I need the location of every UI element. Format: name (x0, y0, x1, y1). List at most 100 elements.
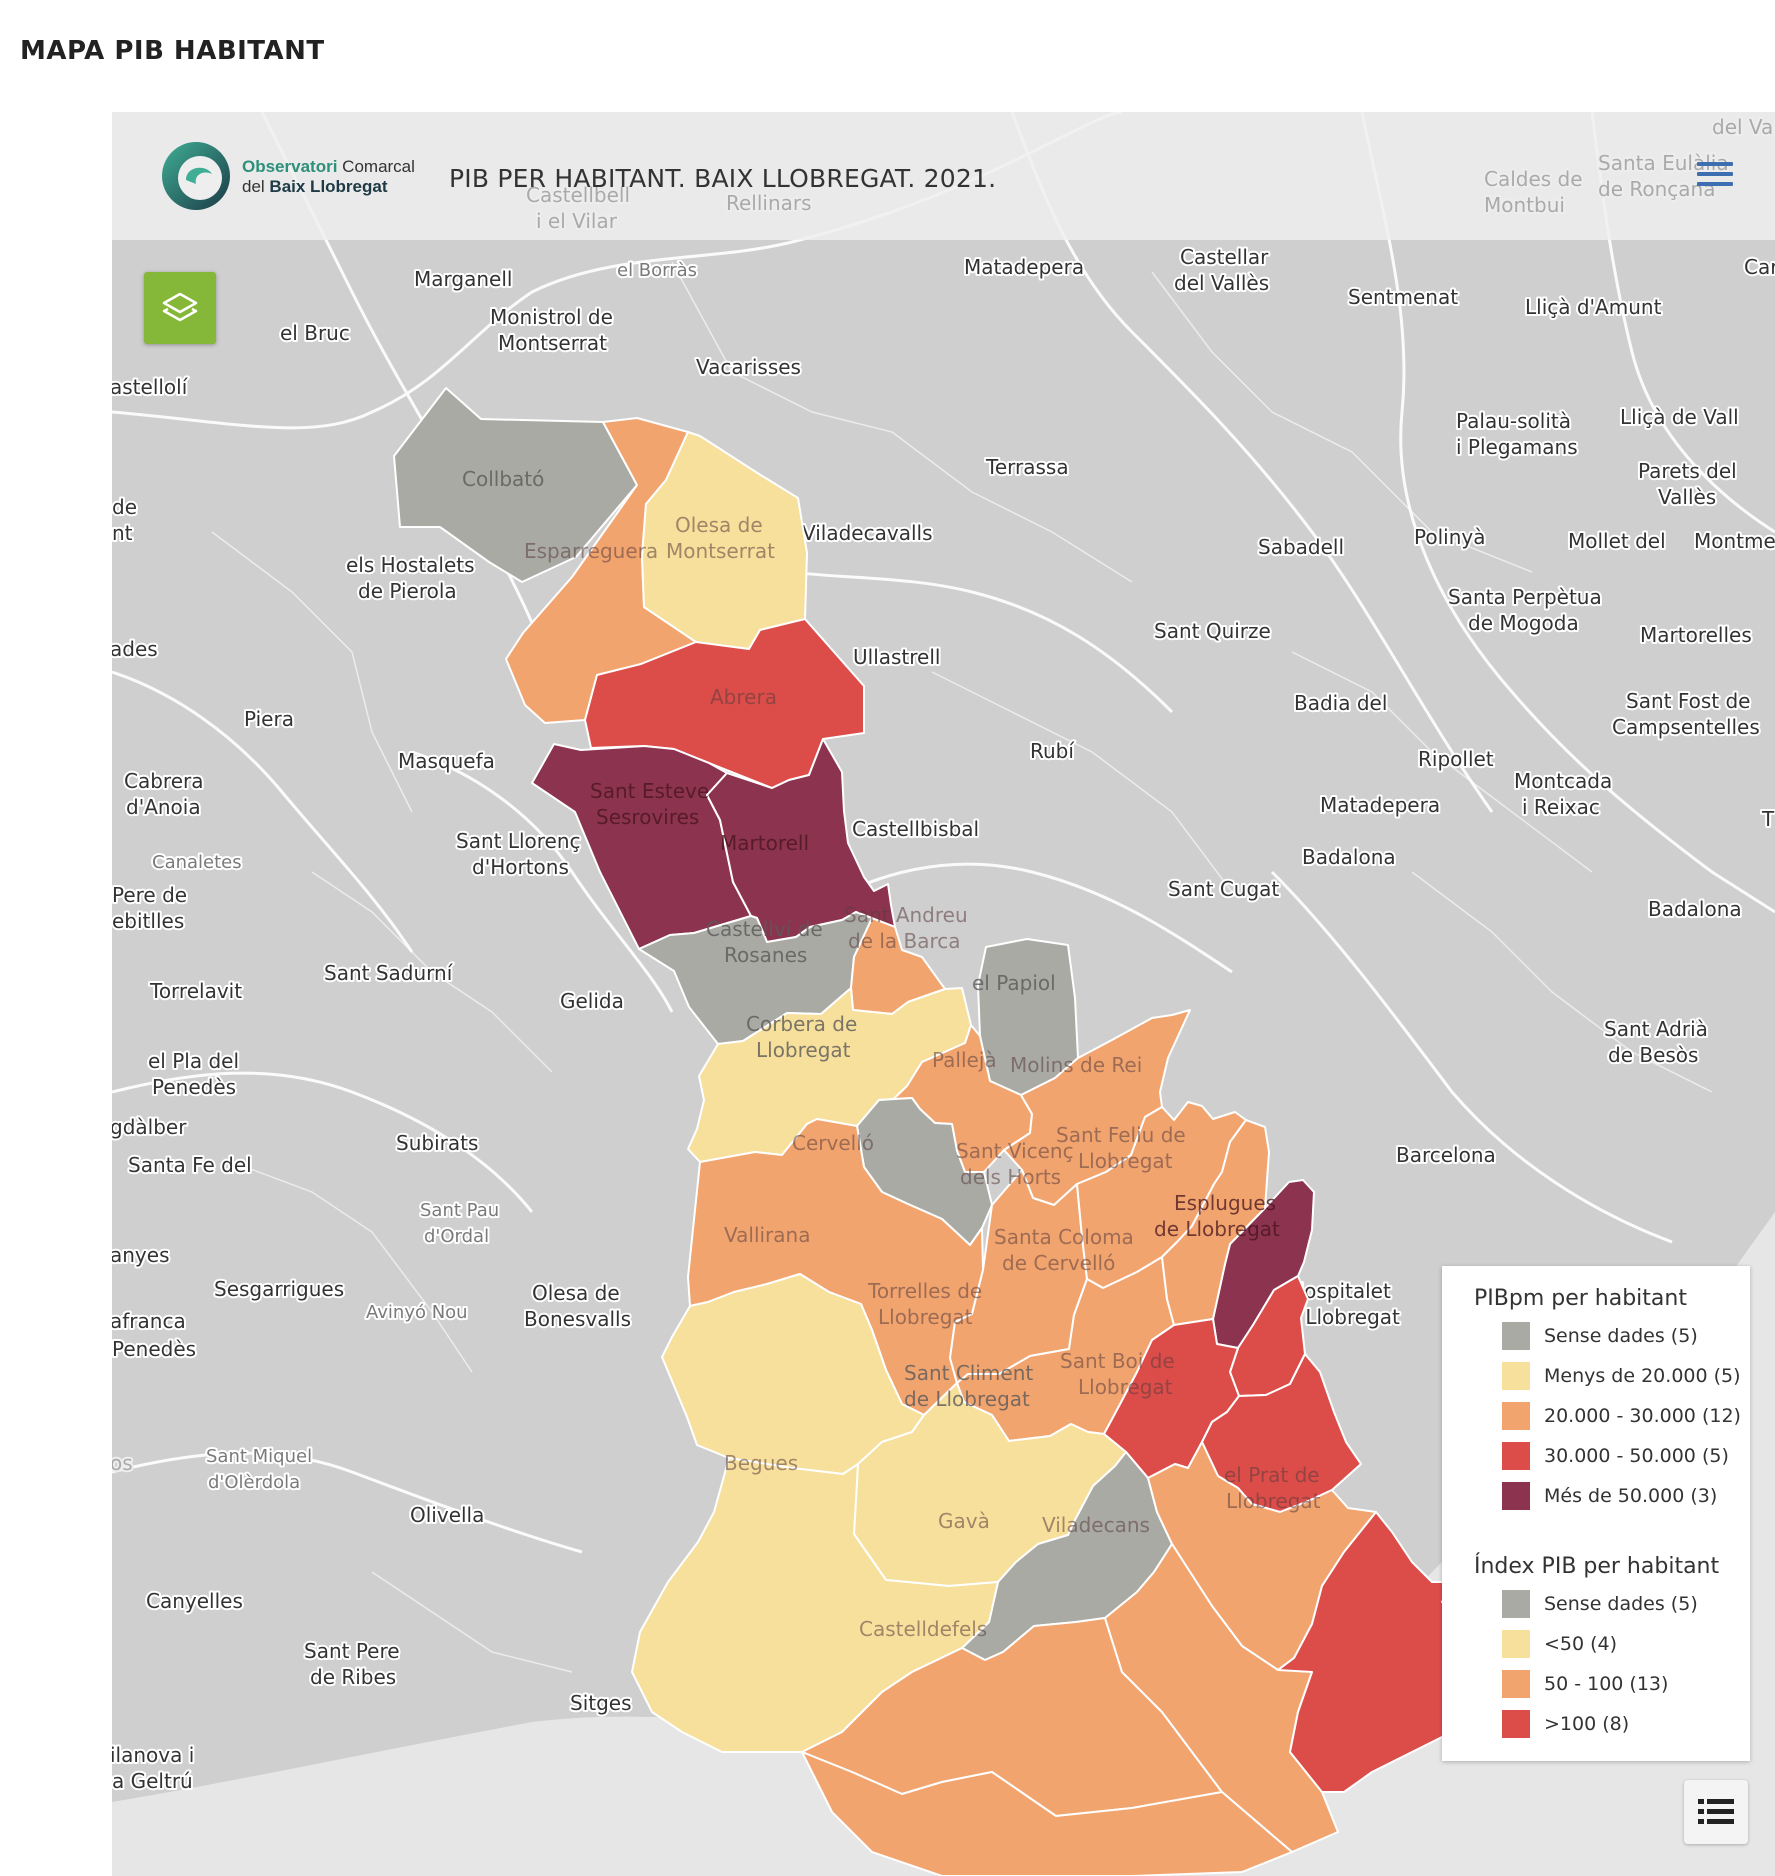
place-label: gdàlber (112, 1115, 187, 1139)
muni-label: Corbera de (746, 1012, 857, 1036)
list-view-button[interactable] (1684, 1780, 1748, 1844)
muni-label: Santa Coloma (994, 1225, 1134, 1249)
place-label: Badalona (1648, 897, 1742, 921)
list-icon (1698, 1799, 1734, 1824)
place-label: Montcada (1514, 769, 1612, 793)
muni-label: Sant Boi de (1060, 1349, 1175, 1373)
legend-swatch (1502, 1482, 1530, 1510)
place-label: de Pierola (358, 579, 457, 603)
muni-label: Llobregat (1226, 1489, 1321, 1513)
place-label: Ripollet (1418, 747, 1494, 771)
header-band (112, 112, 1775, 240)
legend-swatch (1502, 1442, 1530, 1470)
place-label: Matadepera (964, 255, 1084, 279)
place-label: d'Ordal (424, 1226, 489, 1247)
muni-label: Sesrovires (596, 805, 699, 829)
place-label: de Besòs (1608, 1043, 1698, 1067)
legend-title-pibpm: PIBpm per habitant (1474, 1286, 1687, 1311)
place-label: Masquefa (398, 749, 495, 773)
place-label: Castellar (1180, 245, 1269, 269)
observatori-logo[interactable] (160, 136, 232, 216)
muni-label: Sant Vicenç (956, 1139, 1074, 1163)
place-label: Sant Llorenç (456, 829, 581, 853)
place-label: Sant Cugat (1168, 877, 1279, 901)
legend-item: >100 (8) (1502, 1710, 1629, 1738)
place-label: Sant Pere (304, 1639, 400, 1663)
place-label: Parets del (1638, 459, 1737, 483)
muni-label: Llobregat (878, 1305, 973, 1329)
muni-label: Llobregat (1078, 1149, 1173, 1173)
place-label: i Plegamans (1456, 435, 1578, 459)
muni-martorell[interactable] (706, 738, 896, 943)
muni-label: Abrera (710, 685, 777, 709)
legend-swatch (1502, 1362, 1530, 1390)
place-label: Sitges (570, 1691, 632, 1715)
map-container[interactable]: Marganell el Bruc Monistrol de Montserra… (112, 112, 1775, 1876)
place-label: Sesgarrigues (214, 1277, 344, 1301)
place-label: Montserrat (498, 331, 607, 355)
logo-word: del (242, 177, 265, 196)
muni-label: de la Barca (848, 929, 961, 953)
legend-label: 20.000 - 30.000 (12) (1544, 1405, 1741, 1427)
place-label: os (112, 1451, 133, 1475)
place-label: Olivella (410, 1503, 484, 1527)
place-label: d'Anoia (126, 795, 201, 819)
place-label: el Bruc (280, 321, 350, 345)
place-label: ebitlles (112, 909, 184, 933)
muni-label: Sant Esteve (590, 779, 709, 803)
muni-label: Rosanes (724, 943, 807, 967)
layers-button[interactable] (144, 272, 216, 344)
legend-swatch (1502, 1710, 1530, 1738)
legend-label: 50 - 100 (13) (1544, 1673, 1669, 1695)
place-label: de Mogoda (1468, 611, 1579, 635)
muni-label: Esparreguera (524, 539, 658, 563)
place-label: Car (1744, 255, 1775, 279)
place-label: Bonesvalls (524, 1307, 631, 1331)
muni-label: el Papiol (972, 971, 1056, 995)
logo-text: Observatori Comarcal del Baix Llobregat (242, 157, 415, 197)
place-label: Santa Perpètua (1448, 585, 1602, 609)
place-label: Canaletes (152, 852, 242, 873)
place-label: Viladecavalls (802, 521, 933, 545)
muni-label: de Llobregat (1154, 1217, 1280, 1241)
place-label: el Borràs (617, 260, 697, 281)
place-label: de (112, 495, 137, 519)
place-label: Sant Miquel (206, 1446, 312, 1467)
place-label: Castellbell (526, 183, 630, 207)
logo-word: Baix Llobregat (269, 177, 388, 196)
logo-icon (162, 142, 230, 210)
place-label: Monistrol de (490, 305, 613, 329)
place-label: Vacarisses (696, 355, 801, 379)
muni-castelldefels[interactable] (801, 1751, 1293, 1876)
place-label: Sant Quirze (1154, 619, 1271, 643)
place-label: Marganell (414, 267, 512, 291)
legend-item: 50 - 100 (13) (1502, 1670, 1668, 1698)
boundary-lines (211, 261, 1713, 1673)
legend-item: <50 (4) (1502, 1630, 1617, 1658)
place-label: a Geltrú (112, 1769, 193, 1793)
muni-label: Esplugues (1174, 1191, 1276, 1215)
legend-label: Sense dades (5) (1544, 1325, 1698, 1347)
place-label: Cabrera (124, 769, 203, 793)
place-label: Caldes de (1484, 167, 1583, 191)
map-canvas[interactable]: Marganell el Bruc Monistrol de Montserra… (112, 112, 1775, 1876)
legend-item: Menys de 20.000 (5) (1502, 1362, 1741, 1390)
muni-collbato[interactable] (393, 387, 638, 583)
place-label: Pere de (112, 883, 187, 907)
place-label: Montbui (1484, 193, 1565, 217)
municipality-polygons[interactable] (393, 387, 1563, 1876)
place-label: Castellbisbal (852, 817, 979, 841)
place-label: Vallès (1658, 485, 1716, 509)
place-label: del Val (1712, 115, 1775, 139)
place-label: del Vallès (1174, 271, 1269, 295)
legend-swatch (1502, 1590, 1530, 1618)
muni-label: de Cervelló (1002, 1251, 1115, 1275)
place-label: Montme (1694, 529, 1775, 553)
legend-label: 30.000 - 50.000 (5) (1544, 1445, 1729, 1467)
legend-label: <50 (4) (1544, 1633, 1618, 1655)
muni-label: Vallirana (724, 1223, 810, 1247)
hamburger-icon[interactable] (1697, 162, 1733, 190)
legend-label: >100 (8) (1544, 1713, 1630, 1735)
place-label: d'Hortons (472, 855, 569, 879)
place-label: astellolí (112, 375, 189, 399)
